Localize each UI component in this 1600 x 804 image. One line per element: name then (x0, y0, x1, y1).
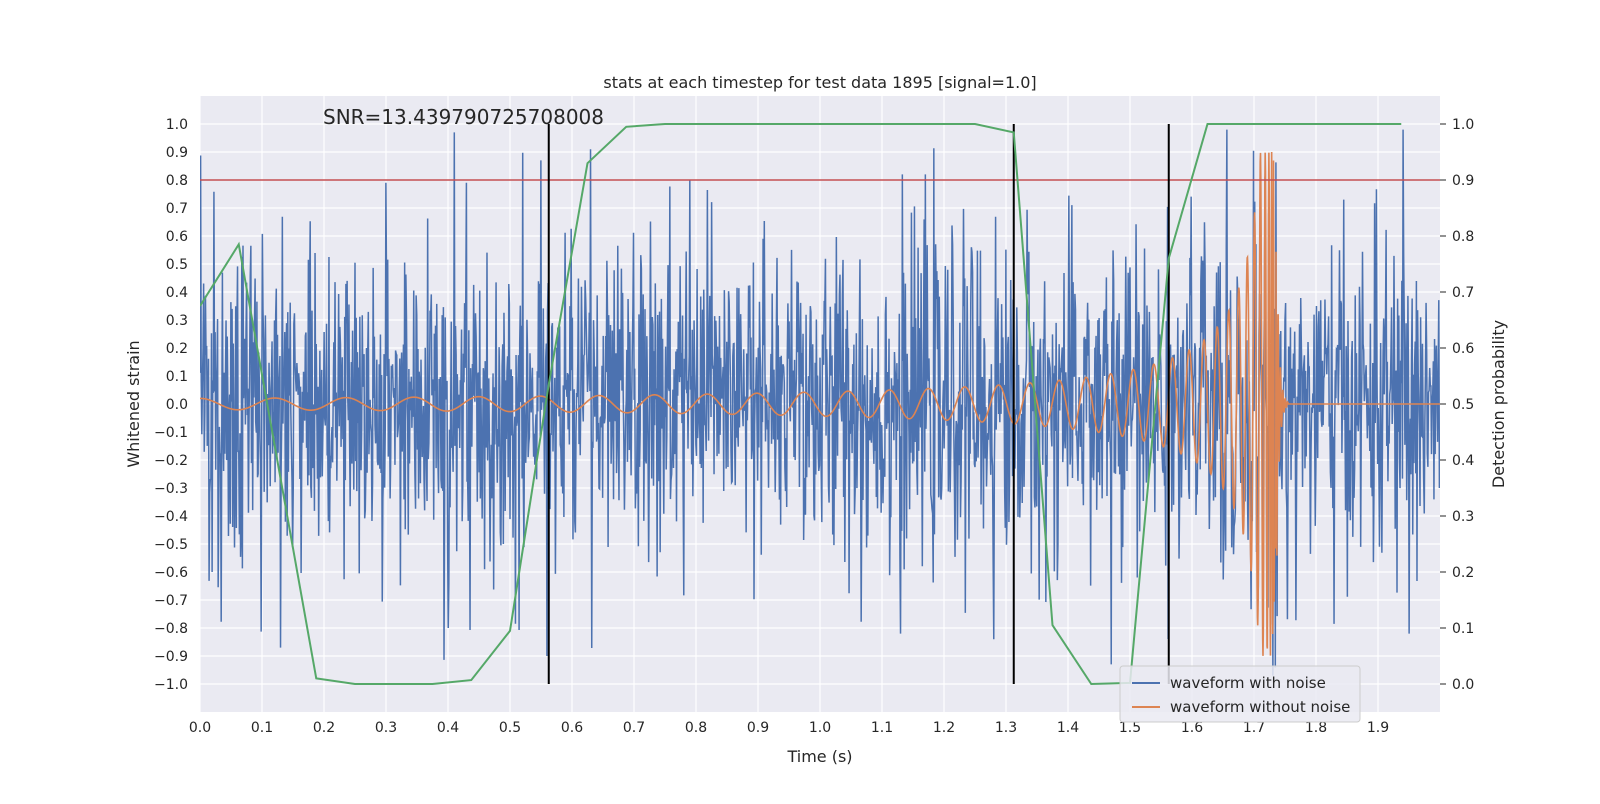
x-tick-label: 1.7 (1243, 720, 1265, 736)
y-tick-label: 0.2 (166, 341, 188, 357)
y2-tick-label: 0.9 (1452, 173, 1474, 189)
legend-label-clean: waveform without noise (1170, 698, 1350, 716)
y2-tick-label: 0.2 (1452, 565, 1474, 581)
x-tick-label: 0.1 (251, 720, 273, 736)
x-tick-label: 1.6 (1181, 720, 1203, 736)
y-tick-label: 0.7 (166, 201, 188, 217)
tick-labels: 0.0 0.1 0.2 0.3 0.4 0.5 0.6 0.7 0.8 0.9 1.0 1.1 1.2 1… (154, 117, 1474, 736)
y-tick-label: −0.3 (154, 481, 188, 497)
y-tick-label: 0.3 (166, 313, 188, 329)
y-tick-label: 0.6 (166, 229, 188, 245)
x-axis-label: Time (s) (786, 747, 852, 766)
y-tick-label: 0.4 (166, 285, 188, 301)
series-line-clean (200, 151, 1440, 656)
y-tick-label: −0.4 (154, 509, 188, 525)
x-tick-label: 1.5 (1119, 720, 1141, 736)
x-tick-label: 0.5 (499, 720, 521, 736)
y-tick-label: 0.8 (166, 173, 188, 189)
x-tick-label: 1.1 (871, 720, 893, 736)
y-axis-label: Whitened strain (124, 340, 143, 467)
y-tick-label: −1.0 (154, 677, 188, 693)
x-tick-label: 0.4 (437, 720, 459, 736)
x-tick-label: 0.2 (313, 720, 335, 736)
y2-tick-label: 0.7 (1452, 285, 1474, 301)
x-tick-label: 0.8 (685, 720, 707, 736)
x-tick-label: 1.2 (933, 720, 955, 736)
y2-axis-label: Detection probability (1489, 320, 1508, 488)
y-tick-label: 0.0 (166, 397, 188, 413)
x-tick-label: 1.3 (995, 720, 1017, 736)
y-tick-label: −0.6 (154, 565, 188, 581)
x-tick-label: 0.3 (375, 720, 397, 736)
y-tick-label: −0.1 (154, 425, 188, 441)
snr-annotation: SNR=13.439790725708008 (323, 105, 604, 129)
y2-tick-label: 0.4 (1452, 453, 1474, 469)
legend-box (1119, 665, 1361, 723)
y2-tick-label: 0.8 (1452, 229, 1474, 245)
y2-tick-label: 0.6 (1452, 341, 1474, 357)
y-tick-label: 0.9 (166, 145, 188, 161)
y-tick-label: 1.0 (166, 117, 188, 133)
y2-tick-label: 1.0 (1452, 117, 1474, 133)
legend-label-noise: waveform with noise (1170, 674, 1326, 692)
y2-tick-label: 0.5 (1452, 397, 1474, 413)
chart-title: stats at each timestep for test data 189… (603, 73, 1036, 92)
y-tick-label: −0.8 (154, 621, 188, 637)
y-tick-label: −0.5 (154, 537, 188, 553)
y2-tick-label: 0.1 (1452, 621, 1474, 637)
y2-tick-label: 0.3 (1452, 509, 1474, 525)
y2-tick-label: 0.0 (1452, 677, 1474, 693)
x-tick-label: 1.0 (809, 720, 831, 736)
x-tick-label: 0.7 (623, 720, 645, 736)
y-tick-label: 0.1 (166, 369, 188, 385)
x-tick-label: 1.8 (1305, 720, 1327, 736)
legend: waveform with noise waveform without noi… (1119, 665, 1361, 723)
y-tick-label: −0.7 (154, 593, 188, 609)
x-tick-label: 0.6 (561, 720, 583, 736)
x-tick-label: 1.9 (1367, 720, 1389, 736)
y-tick-label: −0.2 (154, 453, 188, 469)
x-tick-label: 0.9 (747, 720, 769, 736)
x-tick-label: 0.0 (189, 720, 211, 736)
y-tick-label: 0.5 (166, 257, 188, 273)
y-tick-label: −0.9 (154, 649, 188, 665)
x-tick-label: 1.4 (1057, 720, 1079, 736)
